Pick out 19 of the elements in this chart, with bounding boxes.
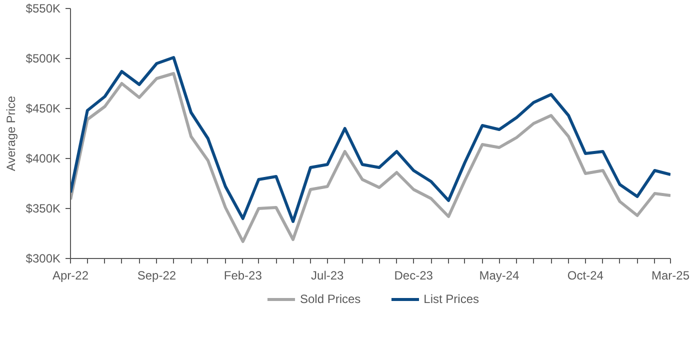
y-tick-label: $500K bbox=[26, 52, 61, 66]
line-series bbox=[70, 72, 670, 243]
legend-label: Sold Prices bbox=[300, 292, 361, 306]
x-tick-label: Feb-23 bbox=[224, 268, 262, 282]
x-tick-label: Jul-23 bbox=[311, 268, 344, 282]
x-tick-label: Oct-24 bbox=[567, 268, 604, 282]
x-tick-label: Apr-22 bbox=[52, 268, 89, 282]
x-tick-label: May-24 bbox=[479, 268, 520, 282]
y-tick-label: $450K bbox=[26, 102, 61, 116]
x-tick-label: Mar-25 bbox=[651, 268, 690, 282]
y-tick-label: $400K bbox=[26, 152, 61, 166]
x-tick-label: Sep-22 bbox=[137, 268, 176, 282]
y-tick-label: $550K bbox=[26, 2, 61, 16]
y-tick-label: $350K bbox=[26, 202, 61, 216]
line-series bbox=[70, 56, 670, 223]
y-axis-title: Average Price bbox=[4, 96, 18, 172]
x-tick-label: Dec-23 bbox=[394, 268, 434, 282]
y-tick-label: $300K bbox=[26, 252, 61, 266]
legend-label: List Prices bbox=[424, 292, 480, 306]
